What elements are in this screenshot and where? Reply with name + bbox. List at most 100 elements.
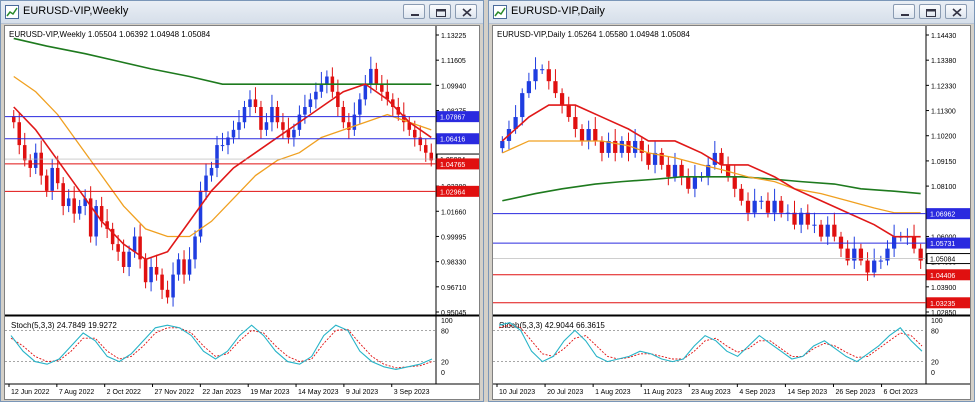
daily-candle-body [885,248,890,261]
weekly-time-label: 7 Aug 2022 [59,389,95,396]
weekly-price-label: 1.13225 [441,33,466,40]
daily-candle-body [845,248,850,261]
daily-title-bar[interactable]: EURUSD-VIP,Daily [489,1,974,24]
weekly-candle-body [22,145,27,161]
minimize-icon [411,14,419,16]
daily-window-title: EURUSD-VIP,Daily [511,5,605,17]
weekly-candle-body [347,122,351,130]
daily-level-label-box [926,208,970,220]
weekly-restore-button[interactable] [429,4,451,19]
weekly-candle-body [138,236,142,260]
weekly-time-label: 14 May 2023 [298,389,339,396]
weekly-candle-body [226,137,230,146]
weekly-candle-body [259,106,263,130]
weekly-price-label: 0.96710 [441,285,466,292]
weekly-minimize-button[interactable] [403,4,425,19]
daily-price-label: 1.13380 [931,58,956,65]
daily-candle-body [872,260,877,273]
daily-stoch-signal-line [498,324,923,360]
weekly-title-bar[interactable]: EURUSD-VIP,Weekly [1,1,483,24]
weekly-level-label-box [436,158,479,170]
daily-price-label: 1.12330 [931,83,956,90]
weekly-candle-body [308,99,313,107]
daily-candle-body [619,140,624,153]
daily-candle-body [852,248,857,261]
weekly-candle-body [429,152,434,161]
weekly-level-label: 1.02964 [440,189,465,196]
weekly-candle-body [220,145,225,147]
daily-price-label: 1.10200 [931,134,956,141]
daily-time-label: 6 Oct 2023 [884,389,918,396]
weekly-candle-body [363,84,368,100]
weekly-level-label: 1.06416 [440,137,465,144]
daily-candle-body [812,224,817,226]
weekly-candle-body [198,190,203,237]
weekly-candle-body [154,266,159,275]
weekly-time-label: 2 Oct 2022 [107,389,141,396]
weekly-price-label: 1.11605 [441,58,466,65]
weekly-candle-body [77,206,82,214]
restore-icon [436,9,446,17]
weekly-candle-body [314,91,318,100]
daily-chart-canvas[interactable]: EURUSD-VIP,Daily 1.05264 1.05580 1.04948… [493,26,971,400]
daily-restore-button[interactable] [919,4,941,19]
weekly-candle-body [281,122,285,130]
daily-candle-body [832,224,837,237]
daily-candle-body [719,152,724,165]
daily-minimize-button[interactable] [893,4,915,19]
daily-chart-window[interactable]: EURUSD-VIP,Daily EURUSD-VIP,Daily 1.0526… [488,0,975,402]
weekly-stoch-level-label: 100 [441,318,453,325]
daily-candle-body [818,224,824,237]
weekly-time-label: 9 Jul 2023 [346,389,378,396]
daily-candle-body [825,224,830,237]
daily-level-label-box [926,253,970,265]
weekly-chart-area[interactable]: EURUSD-VIP,Weekly 1.05504 1.06392 1.0494… [4,25,480,400]
daily-candle-body [579,129,585,141]
weekly-chart-window[interactable]: EURUSD-VIP,Weekly EURUSD-VIP,Weekly 1.05… [0,0,484,402]
weekly-candle-body [325,76,329,85]
weekly-time-label: 3 Sep 2023 [394,389,430,396]
weekly-candle-body [33,152,38,168]
daily-candle-body [573,117,578,130]
daily-candle-body [739,188,744,201]
daily-candle-body [520,93,525,118]
daily-candle-body [666,164,671,177]
weekly-candle-body [264,122,269,130]
weekly-candle-body [237,122,241,130]
weekly-candle-body [121,251,126,267]
daily-stoch-header: Stoch(5,3,3) 42.9044 66.3615 [499,321,605,330]
weekly-ma-mid-line [13,75,432,238]
weekly-candle-body [413,129,417,138]
daily-candle-body [513,117,518,130]
daily-candle-body [745,200,751,213]
chart-window-icon [493,5,507,19]
weekly-price-label: 0.98330 [441,260,466,267]
weekly-time-label: 12 Jun 2022 [11,389,50,396]
weekly-close-button[interactable] [455,4,477,19]
daily-close-button[interactable] [945,4,967,19]
daily-level-label: 1.04406 [930,273,955,280]
weekly-candle-body [385,91,390,100]
daily-chart-area[interactable]: EURUSD-VIP,Daily 1.05264 1.05580 1.04948… [492,25,971,400]
weekly-candle-body [182,259,186,275]
daily-candle-body [586,129,591,141]
weekly-ma-fast-line [13,83,432,261]
daily-candle-body [559,93,565,106]
daily-candle-body [878,260,883,262]
daily-candle-body [692,176,698,189]
weekly-chart-canvas[interactable]: EURUSD-VIP,Weekly 1.05504 1.06392 1.0494… [5,26,480,400]
daily-time-label: 23 Aug 2023 [691,389,730,396]
weekly-candle-body [391,99,395,107]
weekly-candle-body [99,206,104,222]
daily-candle-body [759,200,764,202]
weekly-price-label: 0.95045 [441,310,466,317]
daily-candle-body [599,140,605,153]
weekly-candle-body [209,167,214,176]
daily-candle-body [566,105,571,118]
weekly-stoch-main-line [10,324,433,370]
weekly-candle-body [72,198,76,214]
daily-candle-body [546,69,551,82]
daily-candle-body [500,140,505,149]
weekly-candle-body [88,198,93,237]
daily-level-label: 1.05731 [930,241,955,248]
